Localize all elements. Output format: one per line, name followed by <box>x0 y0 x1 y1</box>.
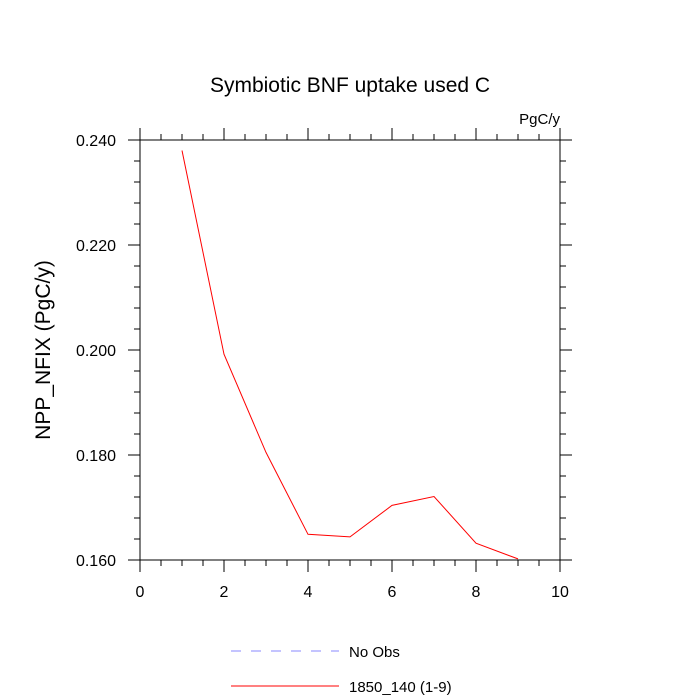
x-tick-label: 6 <box>388 584 397 601</box>
axis-ticks <box>128 128 572 572</box>
plot-frame <box>139 139 561 561</box>
x-tick-label: 0 <box>136 584 145 601</box>
series-layer <box>181 150 519 560</box>
y-axis-label: NPP_NFIX (PgC/y) <box>32 260 55 440</box>
legend: No Obs 1850_140 (1-9) <box>231 644 452 696</box>
y-tick-label: 0.220 <box>76 238 116 255</box>
y-tick-label: 0.160 <box>76 553 116 570</box>
y-tick-label: 0.200 <box>76 343 116 360</box>
x-tick-label: 10 <box>551 584 569 601</box>
tick-labels: 0 2 4 6 8 10 0.160 0.180 0.200 0.220 0.240 <box>76 133 569 601</box>
chart-title: Symbiotic BNF uptake used C <box>210 74 490 97</box>
x-tick-label: 4 <box>304 584 313 601</box>
x-tick-label: 8 <box>472 584 481 601</box>
units-label: PgC/y <box>519 111 560 128</box>
y-tick-label: 0.240 <box>76 133 116 150</box>
series-line <box>181 150 519 560</box>
x-tick-label: 2 <box>220 584 229 601</box>
legend-label: 1850_140 (1-9) <box>349 679 452 696</box>
y-tick-label: 0.180 <box>76 448 116 465</box>
legend-label: No Obs <box>349 644 400 661</box>
